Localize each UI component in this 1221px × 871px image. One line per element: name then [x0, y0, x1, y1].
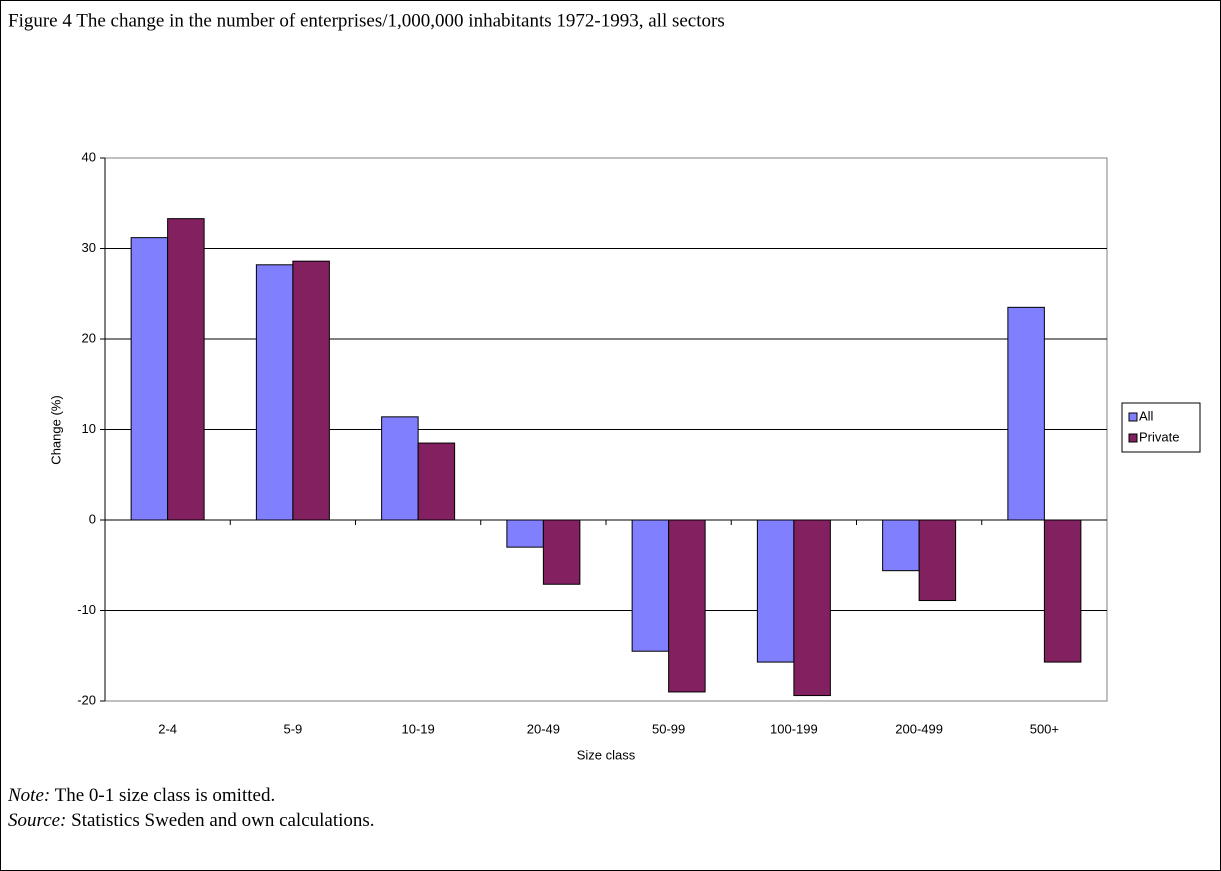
- note-label: Note:: [7, 785, 50, 806]
- legend-label: Private: [1139, 429, 1179, 444]
- bar: [255, 264, 294, 521]
- source-text: Statistics Sweden and own calculations.: [71, 810, 374, 831]
- y-tick-label: -10: [77, 602, 96, 617]
- bar: [668, 519, 706, 693]
- bar: [882, 519, 920, 572]
- x-axis-label: Size class: [577, 747, 636, 762]
- bar: [1007, 306, 1045, 521]
- y-tick-label: 10: [82, 421, 96, 436]
- legend-box: [1121, 402, 1201, 453]
- x-tick-label: 20-49: [527, 721, 560, 736]
- y-axis-label: Change (%): [48, 395, 63, 464]
- y-tick-label: -20: [77, 692, 96, 707]
- legend-label: All: [1139, 408, 1154, 423]
- y-tick-label: 30: [82, 240, 96, 255]
- bar: [130, 237, 169, 521]
- x-tick-label: 2-4: [158, 721, 177, 736]
- y-tick-label: 40: [82, 149, 96, 164]
- source: Source: Statistics Sweden and own calcul…: [8, 810, 375, 831]
- bar: [292, 260, 330, 521]
- legend-swatch: [1128, 412, 1138, 422]
- bar: [381, 416, 419, 521]
- bar: [542, 519, 581, 585]
- note: Note: The 0-1 size class is omitted.: [7, 785, 275, 806]
- x-tick-label: 500+: [1030, 721, 1059, 736]
- x-tick-label: 5-9: [283, 721, 302, 736]
- x-tick-label: 200-499: [895, 721, 943, 736]
- bar: [918, 519, 957, 602]
- x-tick-label: 50-99: [652, 721, 685, 736]
- note-text: The 0-1 size class is omitted.: [55, 785, 276, 806]
- bar: [506, 519, 544, 548]
- bar: [417, 442, 456, 521]
- y-tick-label: 0: [89, 511, 96, 526]
- source-label: Source:: [8, 810, 66, 831]
- bar: [793, 519, 831, 697]
- legend-swatch: [1128, 433, 1138, 443]
- bar: [1043, 519, 1082, 663]
- x-tick-label: 10-19: [402, 721, 435, 736]
- y-tick-label: 20: [82, 330, 96, 345]
- chart-title: Figure 4 The change in the number of ent…: [8, 10, 725, 31]
- bar: [167, 218, 205, 521]
- bar: [756, 519, 795, 663]
- bar: [631, 519, 670, 652]
- x-tick-label: 100-199: [770, 721, 818, 736]
